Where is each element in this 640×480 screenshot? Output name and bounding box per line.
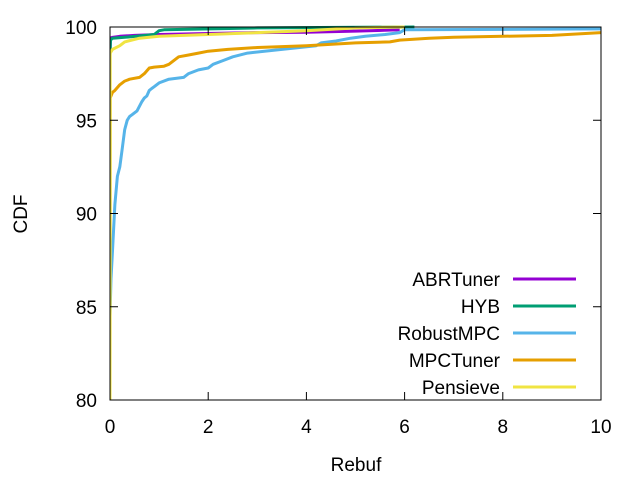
x-tick-label: 6 (399, 417, 410, 438)
legend-label: MPCTuner (409, 351, 501, 372)
legend-label: HYB (461, 297, 500, 318)
legend-item: Pensieve (422, 378, 576, 399)
x-axis: 0 2 4 6 8 10 (105, 27, 612, 438)
x-tick-label: 10 (590, 417, 611, 438)
legend-label: Pensieve (422, 378, 500, 399)
y-tick-label: 85 (76, 298, 97, 319)
x-tick-label: 2 (203, 417, 214, 438)
series-line-pensieve (110, 25, 405, 400)
x-axis-title: Rebuf (331, 455, 382, 476)
legend: ABRTuner HYB RobustMPC MPCTuner Pensieve (398, 270, 576, 399)
series-line-robustmpc (110, 27, 601, 317)
x-tick-label: 8 (498, 417, 509, 438)
x-tick-label: 4 (301, 417, 312, 438)
plot-lines (110, 25, 601, 400)
legend-item: ABRTuner (412, 270, 576, 291)
y-axis-title: CDF (11, 194, 32, 233)
series-line-hyb (110, 25, 415, 56)
series-line-mpctuner (110, 31, 601, 400)
y-tick-label: 90 (76, 205, 97, 226)
x-tick-label: 0 (105, 417, 116, 438)
y-tick-label: 95 (76, 111, 97, 132)
legend-item: RobustMPC (398, 324, 576, 345)
legend-label: ABRTuner (412, 270, 500, 291)
legend-item: HYB (461, 297, 576, 318)
y-tick-label: 100 (65, 18, 97, 39)
plot-frame (109, 26, 602, 401)
y-tick-label: 80 (76, 391, 97, 412)
legend-label: RobustMPC (398, 324, 500, 345)
y-axis: 80 85 90 95 100 (65, 18, 601, 412)
legend-item: MPCTuner (409, 351, 576, 372)
